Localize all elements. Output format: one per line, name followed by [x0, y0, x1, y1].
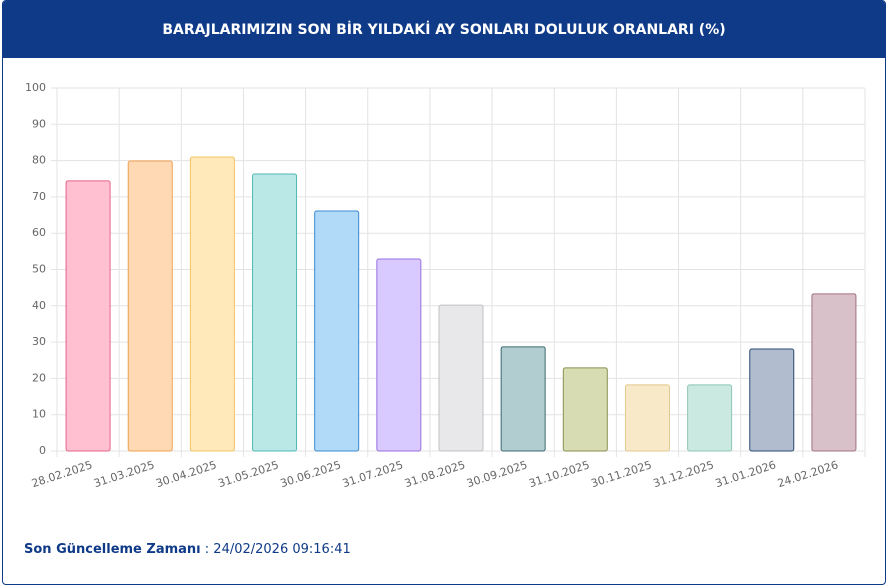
bar	[65, 180, 111, 452]
footer-value: 24/02/2026 09:16:41	[213, 542, 351, 557]
x-tick-label: 30.09.2025	[465, 458, 529, 490]
bar	[189, 156, 235, 452]
bar	[314, 210, 360, 452]
chart: 0 10 20 30 40 50 60 70 80 90 100 28.02.202531.03.20…	[25, 81, 866, 490]
y-tick-label: 80	[32, 154, 46, 167]
footer: Son Güncelleme Zamanı : 24/02/2026 09:16…	[24, 542, 351, 557]
bar	[624, 384, 670, 452]
y-tick-label: 100	[25, 81, 46, 94]
x-tick-label: 31.08.2025	[403, 458, 467, 490]
y-tick-label: 60	[32, 226, 46, 239]
bar	[749, 348, 795, 452]
y-tick-label: 10	[32, 408, 46, 421]
x-tick-label: 30.06.2025	[279, 458, 343, 490]
bar	[252, 173, 298, 452]
y-tick-label: 30	[32, 335, 46, 348]
x-tick-label: 30.04.2025	[154, 458, 218, 490]
x-tick-label: 31.07.2025	[341, 458, 405, 490]
x-tick-label: 24.02.2026	[776, 458, 840, 490]
x-tick-label: 31.03.2025	[92, 458, 156, 490]
x-tick-label: 31.10.2025	[527, 458, 591, 490]
x-tick-label: 30.11.2025	[589, 458, 653, 490]
y-tick-label: 70	[32, 190, 46, 203]
y-tick-label: 90	[32, 117, 46, 130]
chart-title: BARAJLARIMIZIN SON BİR YILDAKİ AY SONLAR…	[3, 1, 885, 58]
bar	[562, 367, 608, 452]
y-tick-label: 0	[39, 444, 46, 457]
y-tick-label: 40	[32, 299, 46, 312]
y-tick-label: 50	[32, 263, 46, 276]
x-tick-label: 28.02.2025	[30, 458, 94, 490]
bar	[500, 346, 546, 452]
bar	[376, 258, 422, 452]
bar	[811, 293, 857, 452]
footer-label: Son Güncelleme Zamanı	[24, 542, 201, 557]
bar	[438, 304, 484, 452]
x-tick-label: 31.05.2025	[216, 458, 280, 490]
bar	[687, 384, 733, 452]
x-tick-label: 31.12.2025	[652, 458, 716, 490]
x-tick-label: 31.01.2026	[714, 458, 778, 490]
footer-sep: :	[204, 542, 210, 557]
bar	[127, 160, 173, 452]
y-tick-label: 20	[32, 371, 46, 384]
